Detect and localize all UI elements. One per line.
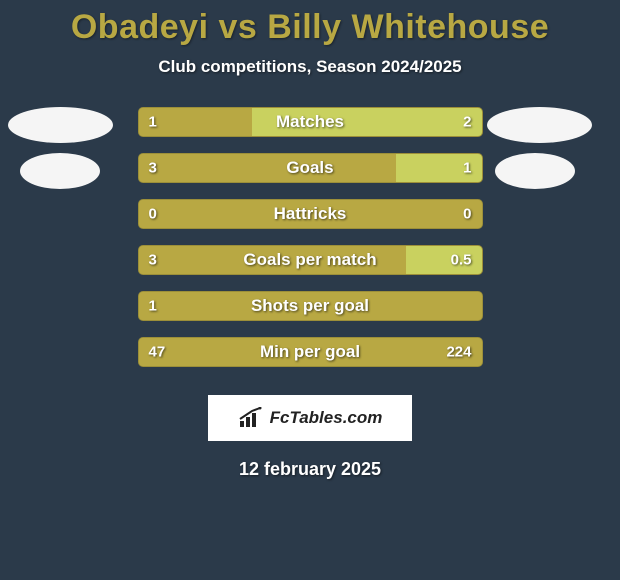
chart-icon [238,407,264,429]
stat-value-left: 1 [149,298,157,315]
player-left-avatar-2 [20,153,100,189]
stat-value-right: 2 [463,114,471,131]
comparison-chart: Matches 1 2 Goals 3 1 Hattricks 0 0 Goals per mat… [0,107,620,383]
stat-label: Goals per match [243,250,376,270]
logo-text: FcTables.com [270,408,383,428]
stat-row: Min per goal 47 224 [138,337,483,367]
player-left-avatar-1 [8,107,113,143]
player-right-avatar-1 [487,107,592,143]
stat-value-right: 0.5 [451,252,472,269]
page-title: Obadeyi vs Billy Whitehouse [0,0,620,47]
stat-value-left: 3 [149,160,157,177]
stat-value-left: 0 [149,206,157,223]
fctables-logo: FcTables.com [208,395,412,441]
stat-label: Shots per goal [251,296,369,316]
stat-label: Hattricks [274,204,347,224]
stat-value-left: 3 [149,252,157,269]
stat-row: Goals per match 3 0.5 [138,245,483,275]
stat-value-right: 0 [463,206,471,223]
stat-value-right: 1 [463,160,471,177]
stat-label: Min per goal [260,342,360,362]
stat-label: Goals [286,158,333,178]
stat-row: Goals 3 1 [138,153,483,183]
subtitle: Club competitions, Season 2024/2025 [0,57,620,77]
player-right-avatar-2 [495,153,575,189]
stat-value-right: 224 [446,344,471,361]
stat-row: Hattricks 0 0 [138,199,483,229]
stat-row: Shots per goal 1 [138,291,483,321]
stat-row: Matches 1 2 [138,107,483,137]
bar-segment-left [139,154,396,182]
stat-value-left: 47 [149,344,166,361]
date-label: 12 february 2025 [0,459,620,480]
stat-label: Matches [276,112,344,132]
stat-value-left: 1 [149,114,157,131]
